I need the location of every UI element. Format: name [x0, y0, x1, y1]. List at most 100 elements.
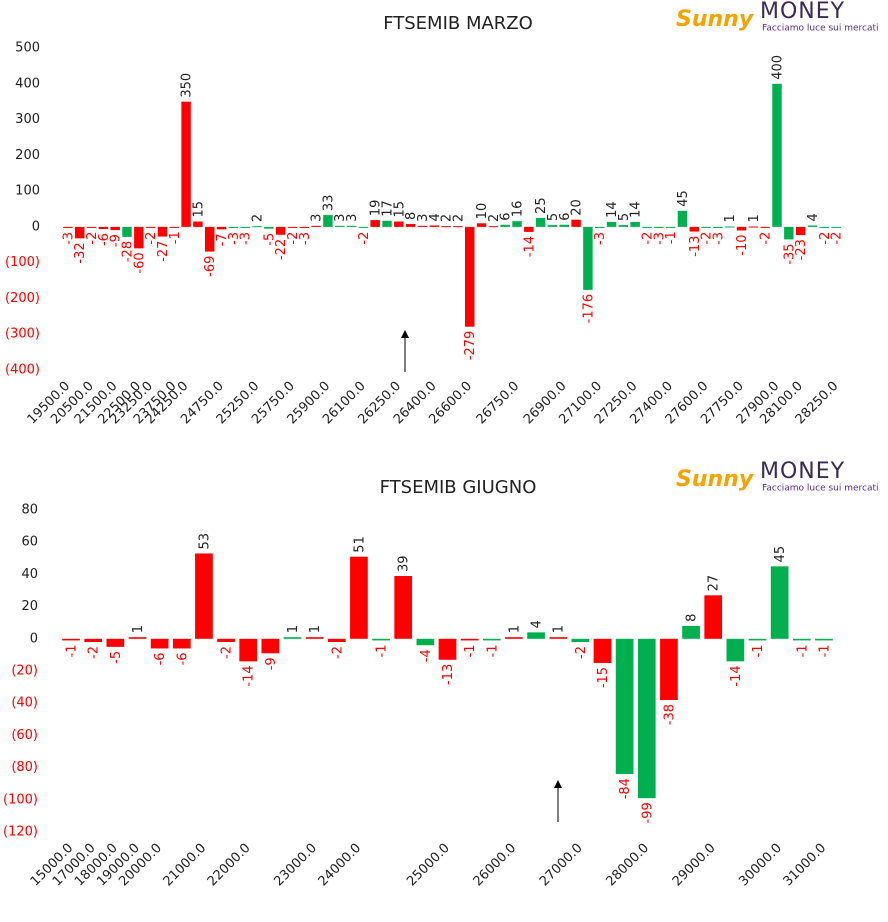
data-label: -32 — [73, 242, 88, 263]
bar — [252, 226, 262, 228]
bar — [193, 221, 203, 227]
bar — [150, 638, 169, 649]
bar — [689, 226, 699, 232]
bar — [559, 224, 569, 227]
data-label: -60 — [132, 252, 147, 273]
data-label: -1 — [485, 644, 500, 657]
x-tick-label: 25000.0 — [404, 841, 453, 890]
logo-name: Sunny — [676, 467, 755, 492]
bar — [169, 226, 179, 228]
bar — [394, 221, 404, 227]
data-label: -1 — [463, 644, 478, 657]
data-label: 3 — [345, 214, 360, 222]
data-label: 1 — [507, 625, 522, 633]
data-label: 1 — [723, 214, 738, 222]
bar — [157, 226, 168, 237]
logo-name: Sunny — [676, 7, 755, 32]
data-label: -2 — [330, 646, 345, 659]
bar — [476, 223, 487, 227]
x-tick-label: 29000.0 — [670, 841, 719, 890]
data-label: -3 — [593, 232, 608, 245]
data-label: 19 — [369, 200, 384, 217]
data-label: 4 — [428, 213, 443, 221]
bar — [713, 226, 723, 228]
bar — [287, 226, 298, 228]
data-label: -1 — [664, 231, 679, 244]
data-label: 6 — [558, 212, 573, 220]
bar — [134, 226, 144, 249]
bar — [299, 226, 309, 228]
y-tick-label: (100) — [3, 792, 38, 807]
data-label: -3 — [61, 232, 76, 245]
data-label: -6 — [175, 652, 190, 665]
data-label: -3 — [227, 232, 242, 245]
bar — [571, 638, 590, 643]
y-tick-label: 20 — [21, 599, 38, 614]
bar — [417, 225, 428, 227]
data-label: -3 — [298, 232, 313, 245]
data-label: 8 — [404, 212, 419, 220]
y-tick-label: 400 — [15, 76, 40, 91]
data-label: 39 — [397, 555, 412, 572]
x-tick-label: 27000.0 — [537, 841, 586, 890]
data-label: 4 — [530, 620, 545, 628]
bar — [128, 637, 147, 639]
bar — [283, 637, 302, 639]
data-label: -2 — [357, 232, 372, 245]
data-label: 3 — [310, 214, 325, 222]
data-label: 3 — [416, 214, 431, 222]
data-label: 400 — [771, 55, 786, 80]
bar — [549, 637, 568, 639]
bar — [62, 638, 80, 641]
x-tick-label: 22000.0 — [205, 841, 254, 890]
data-label: 17 — [381, 200, 396, 217]
data-label: -1 — [751, 644, 766, 657]
bar — [831, 226, 841, 228]
data-label: -7 — [215, 233, 230, 246]
y-tick-label: 300 — [15, 112, 40, 127]
bar — [726, 638, 745, 662]
data-label: -3 — [652, 232, 667, 245]
bar — [63, 226, 73, 228]
x-tick-label: 26000.0 — [471, 841, 520, 890]
bar — [618, 225, 629, 227]
bar — [438, 638, 457, 660]
bar — [84, 638, 103, 643]
bar — [807, 225, 818, 227]
data-label: 20 — [570, 199, 585, 216]
bar — [606, 221, 617, 227]
data-label: -2 — [574, 646, 589, 659]
bar — [416, 638, 435, 646]
bar — [216, 226, 227, 230]
data-label: -15 — [596, 667, 611, 688]
arrow-head — [401, 330, 409, 338]
logo-tagline: Facciamo luce sui mercati — [762, 24, 879, 34]
data-label: -2 — [700, 232, 715, 245]
bar — [335, 225, 345, 227]
data-label: -2 — [818, 232, 833, 245]
data-label: 45 — [676, 190, 691, 207]
data-label: -14 — [242, 665, 257, 686]
bar — [571, 219, 581, 227]
data-label: 5 — [617, 213, 632, 221]
bar — [725, 226, 735, 228]
x-tick-label: 24000.0 — [316, 841, 365, 890]
data-label: 8 — [685, 614, 700, 622]
data-label: -99 — [640, 802, 655, 823]
bar — [75, 226, 85, 239]
bar — [677, 210, 688, 227]
bar — [86, 226, 97, 228]
data-label: -1 — [375, 644, 390, 657]
bar — [122, 226, 132, 237]
bar — [547, 225, 558, 227]
data-label: -176 — [581, 294, 596, 324]
bar — [795, 226, 806, 236]
bar — [505, 637, 523, 639]
bar — [482, 638, 501, 641]
bar — [228, 226, 239, 228]
bar — [350, 556, 368, 639]
bar — [527, 632, 545, 639]
data-label: 1 — [286, 625, 301, 633]
bar — [583, 226, 593, 290]
data-label: -9 — [264, 657, 279, 670]
